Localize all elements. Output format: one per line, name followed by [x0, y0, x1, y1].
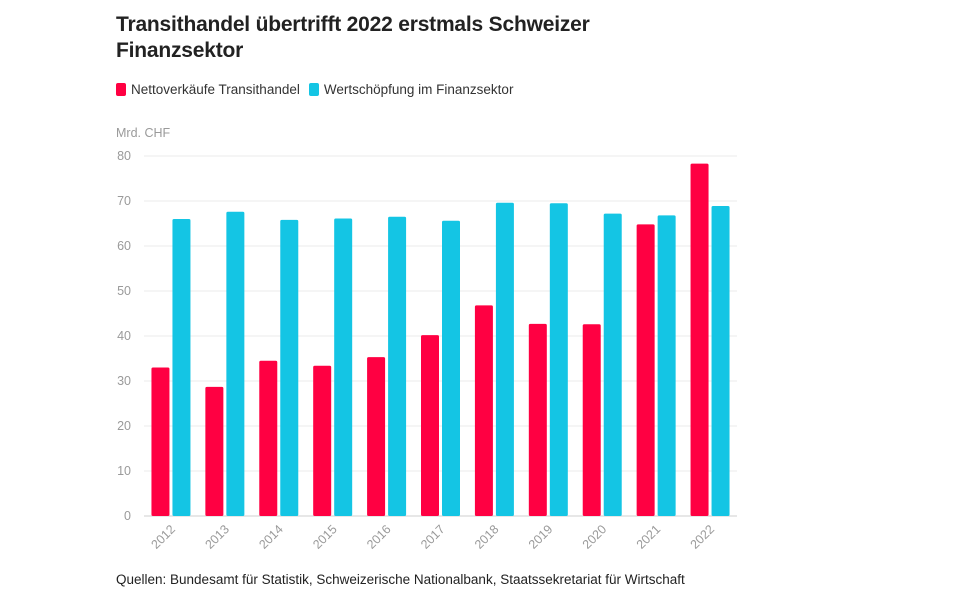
- source-note: Quellen: Bundesamt für Statistik, Schwei…: [116, 572, 685, 587]
- bar-finanzsektor: [657, 215, 676, 516]
- bar-finanzsektor: [226, 211, 245, 517]
- legend-swatch-transithandel: [116, 83, 126, 96]
- x-tick-label: 2013: [202, 522, 232, 552]
- legend-label-transithandel: Nettoverkäufe Transithandel: [131, 82, 300, 97]
- bar-transithandel: [313, 365, 332, 516]
- y-tick-label: 10: [117, 464, 131, 478]
- bar-transithandel: [259, 360, 278, 516]
- bar-transithandel: [421, 335, 439, 516]
- x-tick-label: 2012: [149, 522, 179, 552]
- y-tick-label: 30: [117, 374, 131, 388]
- y-tick-label: 60: [117, 239, 131, 253]
- bar-finanzsektor: [388, 216, 407, 516]
- x-tick-label: 2018: [472, 522, 502, 552]
- x-tick-label: 2017: [418, 522, 448, 552]
- x-tick-label: 2014: [256, 522, 286, 552]
- legend-swatch-finanzsektor: [308, 83, 319, 96]
- x-tick-label: 2020: [580, 522, 610, 552]
- y-tick-label: 50: [117, 284, 131, 298]
- bar-finanzsektor: [172, 219, 191, 516]
- x-tick-label: 2022: [688, 522, 718, 552]
- y-tick-label: 80: [117, 149, 131, 163]
- y-tick-label: 70: [117, 194, 131, 208]
- bar-finanzsektor: [603, 213, 622, 516]
- bar-transithandel: [636, 224, 655, 516]
- x-tick-label: 2019: [526, 522, 556, 552]
- legend: Nettoverkäufe Transithandel Wertschöpfun…: [116, 82, 522, 97]
- bar-transithandel: [151, 367, 170, 516]
- x-tick-label: 2021: [634, 522, 664, 552]
- bar-transithandel: [582, 324, 601, 516]
- bar-finanzsektor: [280, 219, 299, 516]
- y-tick-label: 0: [124, 509, 131, 523]
- legend-item-finanzsektor: Wertschöpfung im Finanzsektor: [308, 82, 514, 97]
- bar-transithandel: [690, 163, 709, 516]
- chart-title: Transithandel übertrifft 2022 erstmals S…: [116, 13, 590, 62]
- bar-finanzsektor: [495, 202, 514, 517]
- bar-chart: Mrd. CHF 0 10 20 30 40 50 60 70 80 2012 2013 2014 201…: [116, 126, 737, 552]
- y-tick-label: 20: [117, 419, 131, 433]
- bar-transithandel: [474, 305, 493, 516]
- x-tick-label: 2016: [364, 522, 394, 552]
- y-tick-label: 40: [117, 329, 131, 343]
- bar-finanzsektor: [711, 205, 730, 516]
- bar-finanzsektor: [442, 220, 460, 517]
- bar-transithandel: [367, 357, 386, 516]
- bar-transithandel: [528, 323, 547, 516]
- bar-finanzsektor: [334, 218, 353, 517]
- y-axis-unit-label: Mrd. CHF: [116, 126, 171, 140]
- bar-finanzsektor: [549, 203, 568, 516]
- legend-item-transithandel: Nettoverkäufe Transithandel: [116, 82, 300, 97]
- bar-transithandel: [205, 386, 224, 516]
- x-tick-label: 2015: [310, 522, 340, 552]
- legend-label-finanzsektor: Wertschöpfung im Finanzsektor: [323, 82, 514, 97]
